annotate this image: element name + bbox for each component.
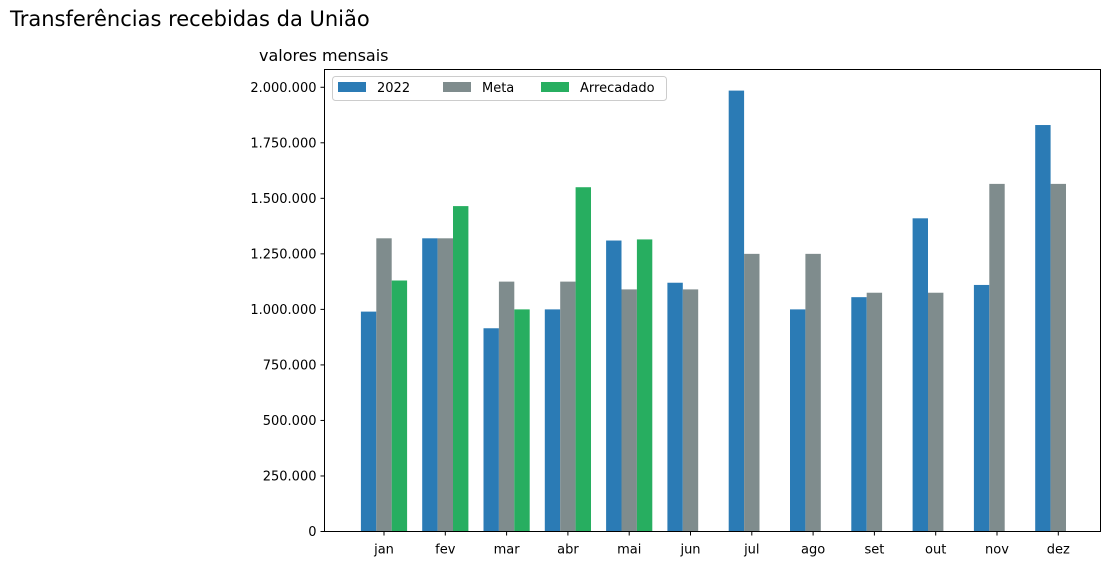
bar-2022-dez	[1035, 125, 1051, 532]
x-tick-label-nov: nov	[985, 543, 1009, 558]
y-tick-label: 1.000.000	[250, 303, 316, 318]
bar-2022-nov	[973, 284, 990, 532]
bar-arrecadado-mar	[514, 309, 530, 532]
bar-meta-mar	[498, 281, 515, 532]
bar-2022-ago	[790, 309, 806, 532]
plot-frame	[324, 69, 1101, 532]
x-tick-label-fev: fev	[435, 543, 456, 558]
y-tick-label: 750.000	[263, 358, 317, 373]
bar-2022-set	[851, 297, 867, 532]
y-tick-label: 250.000	[263, 469, 317, 484]
legend-label-meta: Meta	[482, 81, 514, 96]
x-tick-label-ago: ago	[801, 543, 825, 558]
legend-swatch-arrecadado	[541, 82, 569, 92]
x-tick-label-jul: jul	[743, 543, 759, 558]
y-tick-label: 1.500.000	[250, 192, 316, 207]
x-tick-label-abr: abr	[557, 543, 579, 558]
bar-meta-jan	[376, 238, 392, 532]
bar-meta-out	[928, 292, 944, 532]
y-tick-label: 0	[308, 525, 316, 540]
bar-arrecadado-mai	[636, 239, 653, 532]
y-tick-label: 500.000	[263, 414, 317, 429]
legend-label-arrecadado: Arrecadado	[580, 81, 655, 96]
bar-2022-abr	[544, 309, 561, 532]
y-tick-label: 2.000.000	[250, 81, 316, 96]
x-tick-label-jan: jan	[373, 543, 394, 558]
bar-meta-abr	[560, 281, 576, 532]
bar-meta-jul	[744, 253, 760, 532]
bar-meta-ago	[805, 253, 821, 532]
bar-arrecadado-abr	[575, 187, 591, 532]
legend-swatch-2022	[338, 82, 366, 92]
x-tick-label-mai: mai	[617, 543, 641, 558]
bar-2022-fev	[422, 238, 438, 532]
y-axis: 0 250.000 500.000 750.000 1.000.000 1.250.000…	[250, 81, 325, 540]
y-tick-label: 1.750.000	[250, 136, 316, 151]
bar-meta-mai	[621, 289, 637, 532]
x-tick-label-dez: dez	[1047, 543, 1070, 558]
x-axis: jan fev mar abr mai jun jul ago set out nov dez	[373, 531, 1070, 558]
bar-meta-set	[866, 292, 883, 532]
bar-2022-jun	[667, 282, 683, 532]
bar-meta-nov	[989, 183, 1005, 532]
bar-2022-jan	[360, 311, 377, 532]
legend-swatch-meta	[443, 82, 471, 92]
bar-arrecadado-jan	[391, 280, 408, 532]
legend: 2022 Meta Arrecadado	[332, 76, 667, 101]
y-tick-label: 1.250.000	[250, 247, 316, 262]
bar-2022-mar	[483, 328, 499, 532]
x-tick-label-out: out	[925, 543, 946, 558]
bar-arrecadado-fev	[453, 206, 469, 532]
legend-label-2022: 2022	[377, 81, 410, 96]
bars-group	[360, 90, 1066, 532]
bar-meta-jun	[682, 289, 699, 532]
x-tick-label-jun: jun	[679, 543, 700, 558]
bar-2022-mai	[606, 240, 622, 532]
x-tick-label-mar: mar	[494, 543, 521, 558]
bar-meta-dez	[1050, 183, 1066, 532]
x-tick-label-set: set	[864, 543, 884, 558]
legend-box	[332, 76, 667, 101]
bar-meta-fev	[437, 238, 453, 532]
bar-2022-jul	[728, 90, 745, 532]
chart-subtitle: valores mensais	[259, 46, 389, 65]
bar-2022-out	[912, 218, 928, 532]
chart-title: Transferências recebidas da União	[9, 7, 370, 31]
